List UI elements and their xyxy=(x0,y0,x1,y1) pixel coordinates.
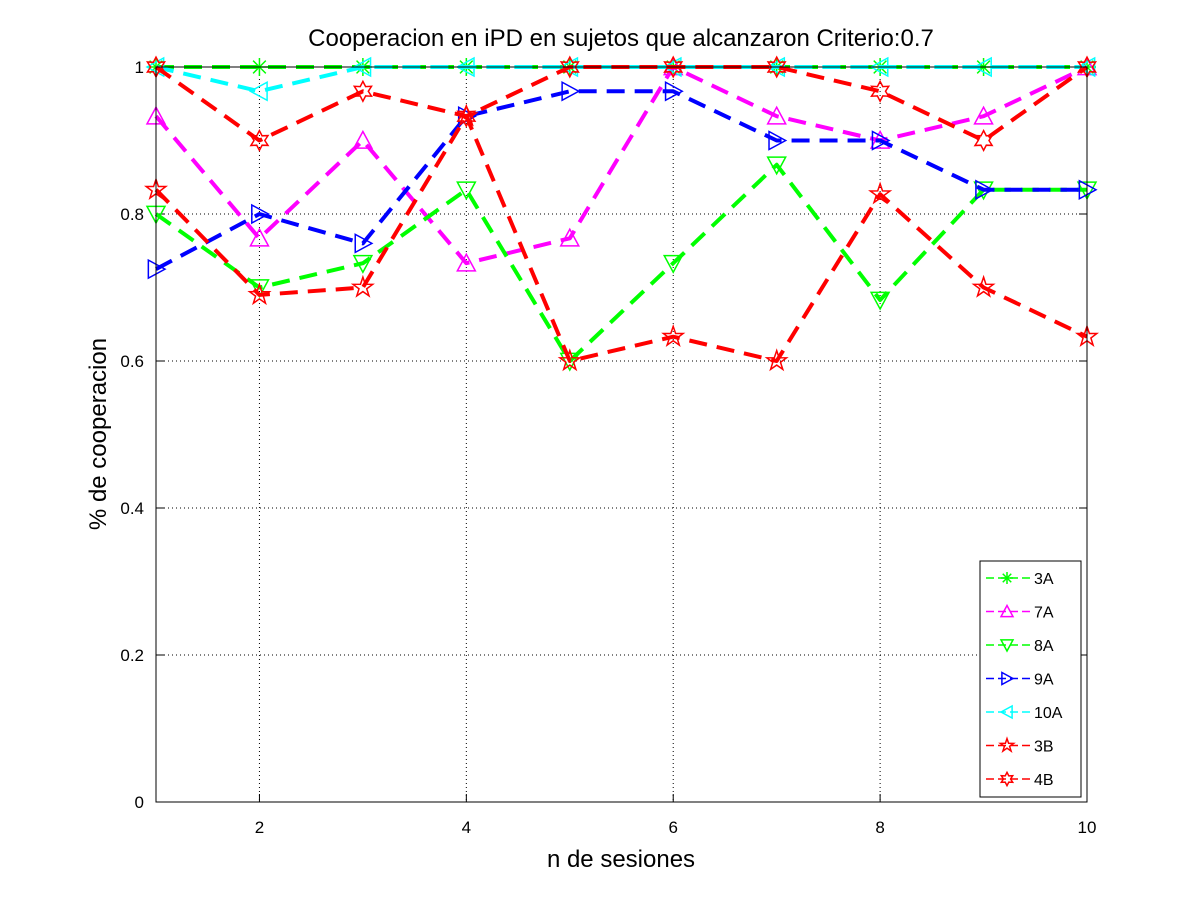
data-point-marker xyxy=(249,279,270,299)
data-point-marker xyxy=(999,603,1015,618)
data-point-marker xyxy=(247,282,272,306)
data-point-marker xyxy=(764,348,789,372)
legend-entry: 3A xyxy=(986,571,1054,588)
y-tick-label: 0.8 xyxy=(120,205,144,224)
data-point-marker xyxy=(870,79,891,103)
legend-entry: 8A xyxy=(986,638,1054,655)
chart-title: Cooperacion en iPD en sujetos que alcanz… xyxy=(308,25,934,52)
data-point-marker xyxy=(869,291,891,311)
data-point-marker xyxy=(871,130,891,151)
data-point-marker xyxy=(147,258,167,280)
legend-label: 8A xyxy=(1034,638,1054,655)
data-point-marker xyxy=(662,254,684,274)
data-point-marker xyxy=(352,79,373,103)
legend-entry: 3B xyxy=(986,736,1054,756)
legend-entry: 7A xyxy=(986,603,1054,622)
data-point-marker xyxy=(352,129,374,149)
data-point-marker xyxy=(661,324,686,348)
legend-label: 3A xyxy=(1034,571,1054,588)
legend-entry: 4B xyxy=(986,770,1054,789)
data-point-marker xyxy=(456,104,477,128)
data-point-marker xyxy=(249,227,270,247)
data-point-marker xyxy=(973,128,994,153)
data-point-marker xyxy=(999,639,1015,653)
series-line xyxy=(154,114,1088,363)
data-point-marker xyxy=(973,105,994,125)
x-tick-label: 8 xyxy=(875,818,884,837)
data-point-marker xyxy=(251,203,271,225)
data-point-marker xyxy=(456,181,477,201)
data-point-marker xyxy=(868,181,893,205)
data-point-marker xyxy=(352,254,374,274)
x-tick-label: 2 xyxy=(255,818,264,837)
data-point-marker xyxy=(998,736,1016,753)
data-point-marker xyxy=(1001,671,1015,686)
data-point-marker xyxy=(1001,572,1013,584)
data-point-marker xyxy=(557,348,582,372)
data-point-marker xyxy=(999,770,1015,788)
data-point-marker xyxy=(350,274,375,298)
legend-label: 3B xyxy=(1034,739,1054,756)
data-point-marker xyxy=(663,55,684,79)
series-7A xyxy=(145,56,1098,272)
axes-box xyxy=(155,66,1088,803)
data-point-marker xyxy=(766,55,787,79)
legend-label: 7A xyxy=(1034,605,1054,622)
x-tick-label: 6 xyxy=(668,818,677,837)
data-point-marker xyxy=(561,80,581,102)
data-point-marker xyxy=(664,80,684,102)
legend-label: 4B xyxy=(1034,772,1054,789)
plot-area xyxy=(156,67,1087,802)
x-tick-label: 4 xyxy=(462,818,471,837)
data-point-marker xyxy=(456,252,477,272)
data-point-marker xyxy=(975,179,995,201)
data-point-marker xyxy=(766,105,787,125)
data-point-marker xyxy=(766,156,787,176)
data-point-marker xyxy=(559,227,581,247)
series-line xyxy=(154,162,1087,363)
x-axis-label: n de sesiones xyxy=(547,846,695,873)
y-tick-label: 0 xyxy=(135,793,144,812)
y-tick-label: 0.2 xyxy=(120,646,144,665)
data-point-marker xyxy=(971,274,996,298)
x-tick-label: 10 xyxy=(1078,818,1097,837)
legend-label: 10A xyxy=(1034,705,1063,722)
y-tick-label: 0.4 xyxy=(120,499,144,518)
data-point-marker xyxy=(999,704,1013,720)
series-line xyxy=(155,89,1087,271)
data-point-marker xyxy=(768,130,788,151)
y-tick-label: 1 xyxy=(135,58,144,77)
data-point-marker xyxy=(249,128,270,153)
legend-entry: 9A xyxy=(986,671,1054,689)
legend-label: 9A xyxy=(1034,672,1054,689)
data-point-marker xyxy=(559,55,580,79)
data-point-marker xyxy=(1076,56,1096,78)
y-tick-label: 0.6 xyxy=(120,352,144,371)
legend-box xyxy=(979,560,1082,798)
series-line xyxy=(154,65,1088,266)
series-3B xyxy=(143,103,1100,372)
legend-entry: 10A xyxy=(986,704,1063,722)
legend: 3A 7A 8A 9A 10A 3B 4B xyxy=(979,560,1082,798)
data-point-marker xyxy=(248,80,268,102)
y-axis-label: % de cooperacion xyxy=(85,338,112,530)
data-point-marker xyxy=(354,233,374,254)
data-point-marker xyxy=(1078,179,1098,201)
